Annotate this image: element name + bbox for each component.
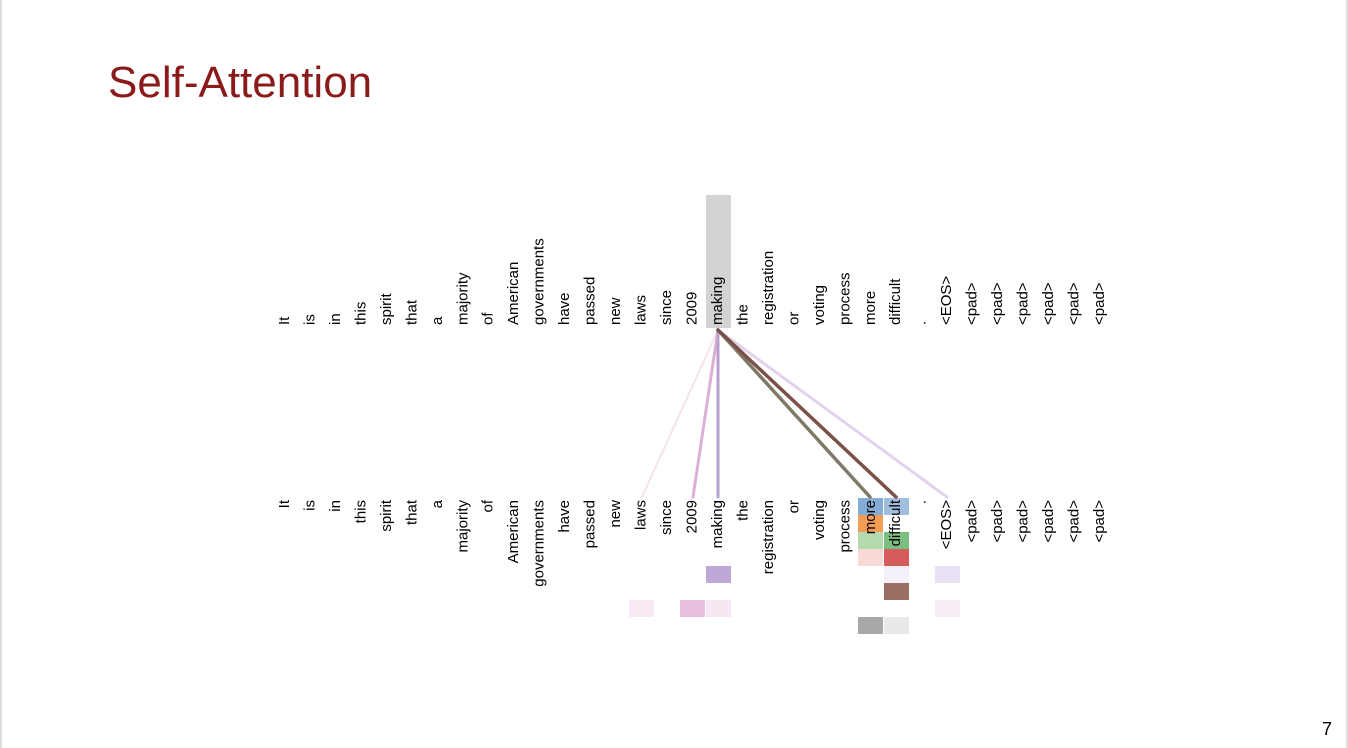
key-token: that: [403, 499, 420, 525]
cell: [680, 600, 705, 617]
query-token: American: [505, 262, 522, 325]
query-token: is: [301, 314, 318, 325]
query-token: that: [403, 299, 420, 325]
cell: [884, 566, 909, 583]
attention-line: [691, 328, 720, 499]
key-token: <pad>: [1066, 500, 1083, 543]
key-token: difficult: [887, 499, 904, 546]
key-token: spirit: [378, 499, 395, 532]
key-token: <pad>: [1015, 500, 1032, 543]
cell: [858, 549, 883, 566]
key-token: <pad>: [1091, 500, 1108, 543]
query-token: spirit: [378, 292, 395, 325]
query-token: the: [734, 304, 751, 325]
query-token: passed: [582, 277, 599, 325]
key-token: since: [658, 500, 675, 535]
query-token: have: [556, 292, 573, 325]
cell: [629, 600, 654, 617]
key-token: registration: [760, 500, 777, 574]
key-token: the: [734, 500, 751, 521]
attention-line: [716, 328, 898, 499]
key-token: is: [301, 500, 318, 511]
attention-line: [716, 328, 949, 499]
query-token: <pad>: [989, 282, 1006, 325]
cell: [884, 583, 909, 600]
query-token: <pad>: [1015, 282, 1032, 325]
key-token: process: [836, 500, 853, 553]
query-token: in: [327, 313, 344, 325]
attention-line: [641, 329, 719, 498]
key-token: or: [785, 500, 802, 513]
cell: [858, 617, 883, 634]
attention-line: [716, 328, 872, 499]
key-token: of: [480, 499, 497, 512]
cell: [858, 532, 883, 549]
key-token: more: [862, 500, 879, 534]
query-token: or: [785, 312, 802, 325]
page-number: 7: [1321, 719, 1332, 739]
query-token: 2009: [683, 292, 700, 325]
key-token: in: [327, 500, 344, 512]
key-tokens: It is in this spirit that a majority of American g…: [276, 499, 1108, 587]
key-token: making: [709, 500, 726, 548]
query-token: difficult: [887, 278, 904, 325]
key-token: this: [352, 500, 369, 523]
query-highlight: [706, 195, 731, 328]
query-token: of: [480, 312, 497, 325]
key-token: <pad>: [964, 500, 981, 543]
query-token: governments: [531, 238, 548, 325]
key-token: voting: [811, 500, 828, 540]
query-token: since: [658, 290, 675, 325]
cell: [706, 566, 731, 583]
cell: [935, 566, 960, 583]
cell: [884, 549, 909, 566]
query-token: process: [836, 272, 853, 325]
cell: [706, 600, 731, 617]
cell: [858, 498, 883, 515]
query-token: <pad>: [1040, 282, 1057, 325]
query-token: <pad>: [1091, 282, 1108, 325]
key-token: majority: [454, 500, 471, 553]
query-token: majority: [454, 272, 471, 325]
attention-lines: [641, 328, 949, 499]
key-token: governments: [531, 500, 548, 587]
query-token: <EOS>: [938, 276, 955, 325]
query-token: new: [607, 297, 624, 325]
key-token: It: [276, 499, 293, 508]
key-token: <pad>: [1040, 500, 1057, 543]
query-token: making: [709, 277, 726, 325]
query-token: <pad>: [964, 282, 981, 325]
key-token: new: [607, 500, 624, 528]
key-token: a: [429, 499, 446, 508]
cell: [858, 515, 883, 532]
attention-cells: [629, 498, 960, 634]
key-token: have: [556, 500, 573, 533]
key-token: American: [505, 500, 522, 563]
key-token: <EOS>: [938, 500, 955, 549]
query-token: .: [913, 321, 930, 325]
query-token: laws: [633, 295, 650, 325]
key-token: laws: [633, 500, 650, 530]
query-token: registration: [760, 251, 777, 325]
query-token: voting: [811, 285, 828, 325]
query-token: a: [429, 316, 446, 325]
cell: [935, 600, 960, 617]
query-token: It: [276, 316, 293, 325]
cell: [884, 617, 909, 634]
key-token: passed: [582, 500, 599, 548]
key-token: 2009: [683, 500, 700, 533]
slide-title: Self-Attention: [108, 58, 373, 107]
query-token: more: [862, 291, 879, 325]
query-token: <pad>: [1066, 282, 1083, 325]
cell: [884, 532, 909, 549]
cell: [884, 498, 909, 515]
query-tokens: It is in this spirit that a majority of American g…: [276, 238, 1108, 325]
key-token: .: [913, 500, 930, 504]
query-token: this: [352, 302, 369, 325]
key-token: <pad>: [989, 500, 1006, 543]
